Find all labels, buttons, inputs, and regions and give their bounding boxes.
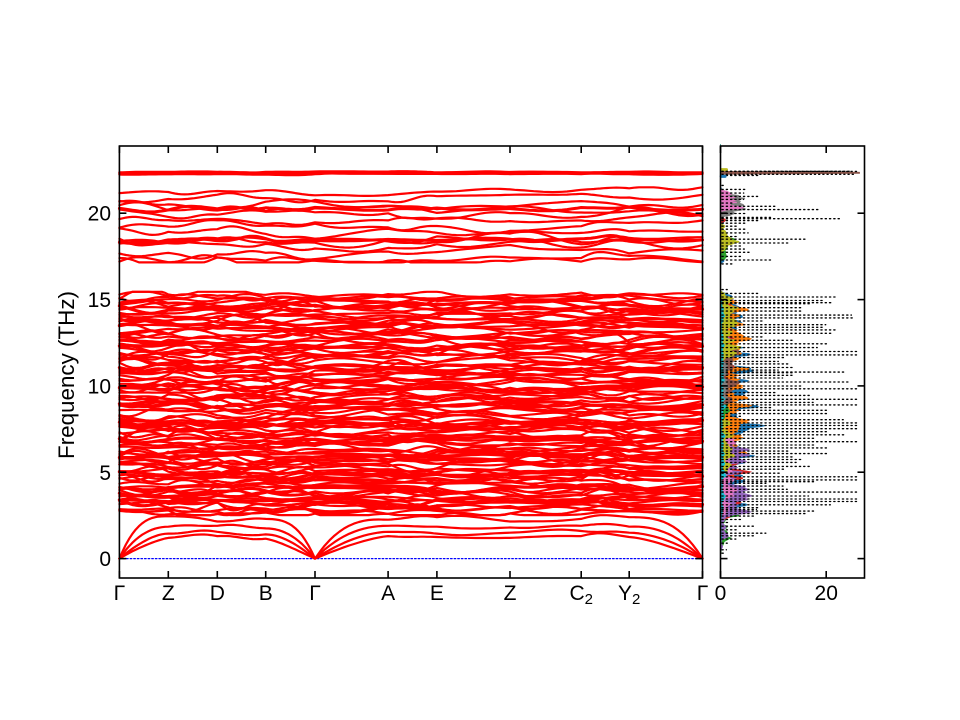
svg-text:A: A bbox=[381, 582, 395, 605]
svg-text:B: B bbox=[259, 582, 273, 605]
svg-text:0: 0 bbox=[715, 582, 727, 605]
svg-text:Γ: Γ bbox=[309, 582, 321, 605]
svg-text:10: 10 bbox=[88, 375, 111, 398]
svg-text:Z: Z bbox=[162, 582, 175, 605]
svg-text:20: 20 bbox=[815, 582, 838, 605]
svg-text:D: D bbox=[210, 582, 225, 605]
svg-text:5: 5 bbox=[99, 462, 111, 485]
svg-text:15: 15 bbox=[88, 289, 111, 312]
svg-text:0: 0 bbox=[99, 548, 111, 571]
svg-text:Z: Z bbox=[504, 582, 517, 605]
svg-text:Γ: Γ bbox=[114, 582, 126, 605]
svg-text:Γ: Γ bbox=[697, 582, 709, 605]
svg-text:Frequency (THz): Frequency (THz) bbox=[54, 291, 79, 459]
svg-text:20: 20 bbox=[88, 203, 111, 226]
svg-text:E: E bbox=[430, 582, 444, 605]
